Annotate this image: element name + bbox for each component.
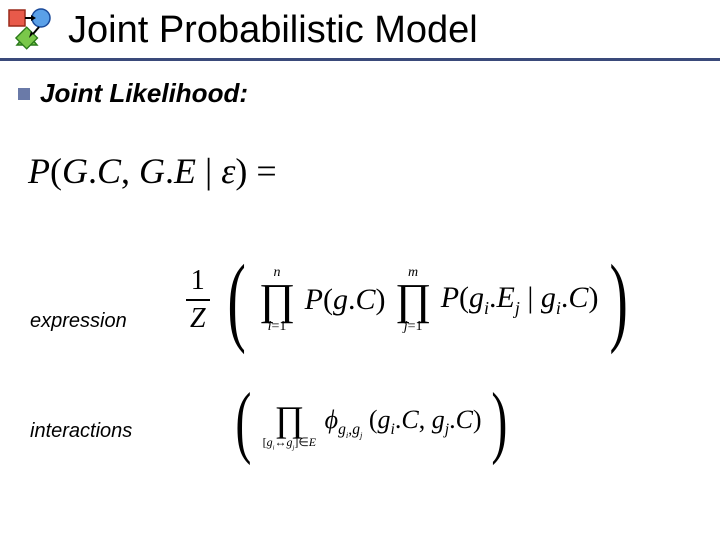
product-over-i: n ∏ i=1 <box>259 266 295 334</box>
slide-title: Joint Probabilistic Model <box>68 9 478 52</box>
title-underline <box>0 58 720 61</box>
interactions-label: interactions <box>30 420 132 443</box>
slide-body: Joint Likelihood: <box>18 78 702 109</box>
interactions-equation: ( ∏ [gi↔gj]∈E ϕgi,gj (gi.C, gj.C) ) <box>230 390 512 454</box>
main-equation: P(G.C, G.E | ε) = <box>28 150 277 192</box>
fraction-denominator: Z <box>186 301 210 335</box>
term-PgEj-given-gC: P(gi.Ej | gi.C) <box>441 281 599 314</box>
flowchart-logo-icon <box>6 6 54 54</box>
term-phi: ϕgi,gj (gi.C, gj.C) <box>325 405 482 434</box>
title-row: Joint Probabilistic Model <box>0 0 720 54</box>
right-paren-icon: ) <box>610 260 628 340</box>
big-pi-icon: ∏ <box>263 402 316 436</box>
term-PgC: P(g.C) <box>305 283 386 316</box>
expression-label: expression <box>30 310 127 333</box>
product-over-edges: ∏ [gi↔gj]∈E <box>263 390 316 454</box>
bullet-heading: Joint Likelihood: <box>40 78 248 109</box>
big-pi-icon: ∏ <box>395 280 431 320</box>
square-bullet-icon <box>18 88 30 100</box>
interactions-paren-content: ∏ [gi↔gj]∈E ϕgi,gj (gi.C, gj.C) <box>261 390 482 454</box>
expression-equation: 1 Z ( n ∏ i=1 P(g.C) m ∏ j=1 P(gi.Ej | g… <box>180 260 636 340</box>
prod-edges-lower: [gi↔gj]∈E <box>263 436 316 454</box>
fraction-1-over-Z: 1 Z <box>186 265 210 335</box>
slide: Joint Probabilistic Model Joint Likeliho… <box>0 0 720 540</box>
left-paren-icon: ( <box>235 390 251 454</box>
big-pi-icon: ∏ <box>259 280 295 320</box>
left-paren-icon: ( <box>227 260 245 340</box>
expression-paren-content: n ∏ i=1 P(g.C) m ∏ j=1 P(gi.Ej | gi.C) <box>257 266 599 334</box>
right-paren-icon: ) <box>491 390 507 454</box>
product-over-j: m ∏ j=1 <box>395 266 431 334</box>
fraction-numerator: 1 <box>186 265 210 301</box>
bullet-row: Joint Likelihood: <box>18 78 702 109</box>
